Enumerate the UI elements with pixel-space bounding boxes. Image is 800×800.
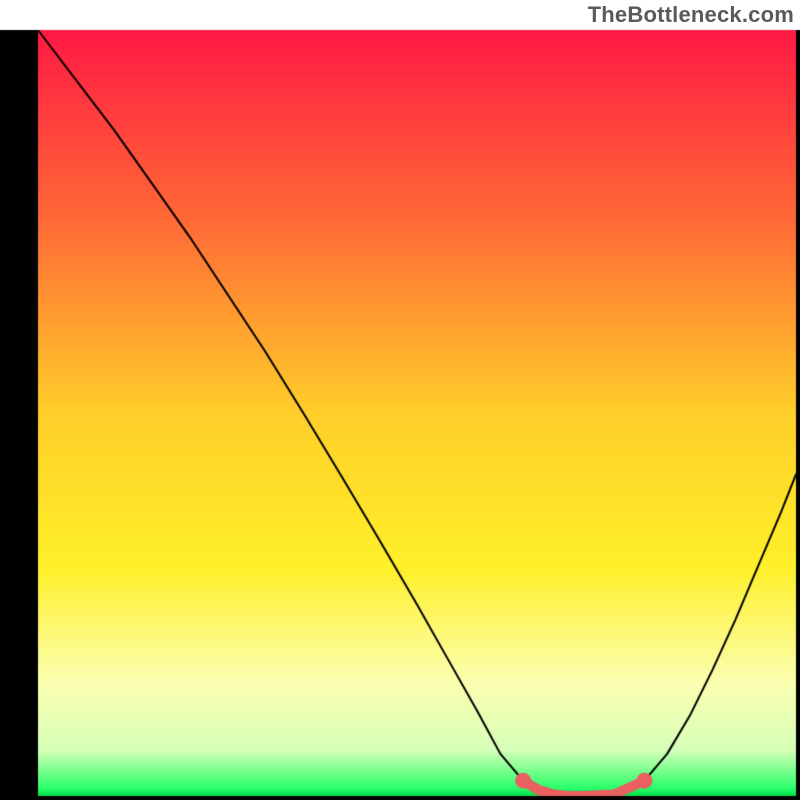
bottleneck-chart-canvas [0,0,800,800]
watermark-text: TheBottleneck.com [588,2,794,28]
chart-container: TheBottleneck.com [0,0,800,800]
